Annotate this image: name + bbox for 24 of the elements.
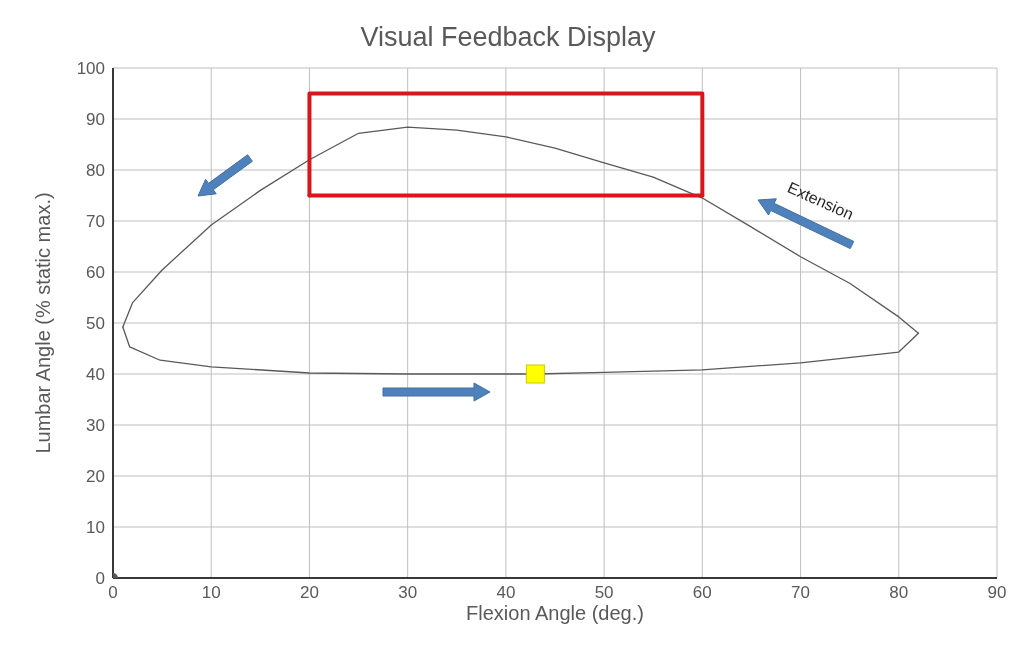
x-tick-label: 60 [692, 583, 712, 603]
y-tick-label: 10 [86, 518, 105, 538]
x-tick-label: 90 [987, 583, 1007, 603]
x-tick-label: 0 [108, 583, 118, 603]
y-tick-label: 30 [86, 416, 105, 436]
y-tick-label: 60 [86, 263, 105, 283]
y-axis-title: Lumbar Angle (% static max.) [32, 192, 55, 454]
y-tick-label: 70 [86, 212, 105, 232]
x-axis-title: Flexion Angle (deg.) [466, 602, 644, 625]
y-tick-label: 90 [86, 110, 105, 130]
x-tick-label: 80 [889, 583, 909, 603]
y-tick-label: 50 [86, 314, 105, 334]
y-tick-label: 40 [86, 365, 105, 385]
chart-title: Visual Feedback Display [359, 22, 657, 53]
y-tick-label: 0 [95, 569, 105, 589]
y-tick-label: 100 [76, 59, 105, 79]
x-tick-label: 20 [299, 583, 319, 603]
x-tick-label: 70 [791, 583, 811, 603]
x-tick-label: 40 [496, 583, 516, 603]
x-tick-label: 50 [594, 583, 614, 603]
x-tick-label: 30 [398, 583, 418, 603]
x-tick-label: 10 [201, 583, 221, 603]
y-tick-label: 20 [86, 467, 105, 487]
y-tick-label: 80 [86, 161, 105, 181]
